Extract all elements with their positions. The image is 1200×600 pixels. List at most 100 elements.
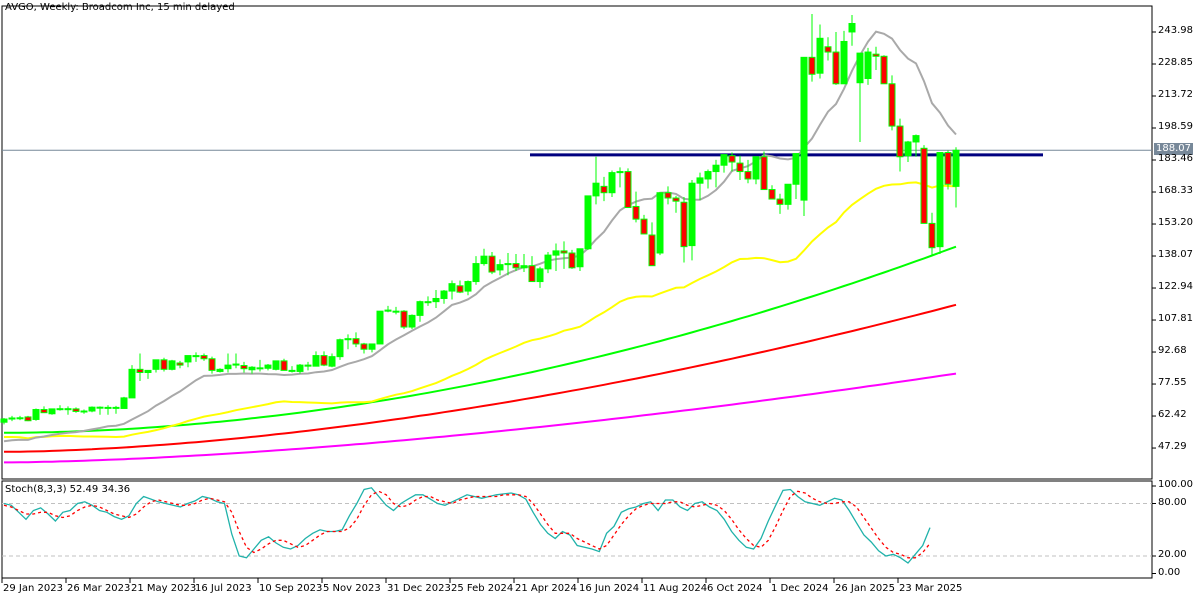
bull-candle — [288, 369, 296, 372]
bear-candle — [744, 171, 752, 180]
bull-candle — [168, 360, 176, 370]
price-tick-label: 62.42 — [1158, 409, 1187, 421]
bull-candle — [32, 409, 40, 420]
bull-candle — [480, 255, 488, 265]
bull-candle — [152, 359, 160, 370]
time-tick-label: 21 Apr 2024 — [515, 583, 577, 594]
price-tick-label: 228.85 — [1158, 57, 1193, 68]
bear-candle — [944, 152, 952, 185]
bull-candle — [336, 339, 344, 358]
bear-candle — [512, 263, 520, 269]
bull-candle — [48, 408, 56, 415]
time-tick-label: 23 Mar 2025 — [899, 583, 963, 594]
price-tick-label: 243.98 — [1158, 25, 1193, 36]
bull-candle — [696, 177, 704, 184]
bear-candle — [360, 343, 368, 350]
stoch-d-line — [3, 490, 931, 559]
time-tick-label: 1 Dec 2024 — [771, 583, 829, 594]
bull-candle — [864, 51, 872, 79]
bull-candle — [936, 152, 944, 248]
current-price-tag: 188.07 — [1154, 143, 1193, 155]
bear-candle — [896, 125, 904, 158]
bear-candle — [632, 205, 640, 220]
bear-candle — [72, 408, 80, 412]
bear-candle — [824, 46, 832, 53]
bear-candle — [640, 218, 648, 235]
time-tick-label: 31 Dec 2023 — [387, 583, 451, 594]
price-tick-label: 138.07 — [1158, 249, 1193, 261]
price-tick-label: 107.81 — [1158, 313, 1193, 325]
stoch-panel-frame — [1, 480, 1153, 579]
bull-candle — [440, 290, 448, 299]
bull-candle — [296, 364, 304, 372]
bull-candle — [264, 364, 272, 369]
bear-candle — [304, 364, 312, 367]
bull-candle — [800, 56, 808, 201]
bull-candle — [752, 156, 760, 180]
bear-candle — [96, 406, 104, 409]
bear-candle — [456, 285, 464, 293]
price-tick-label: 122.94 — [1158, 281, 1193, 293]
time-tick-label: 21 May 2023 — [131, 583, 197, 594]
bear-candle — [808, 56, 816, 75]
bull-candle — [544, 254, 552, 270]
price-tick-label: 213.72 — [1158, 89, 1193, 100]
time-tick-label: 26 Jan 2025 — [835, 583, 895, 594]
bull-candle — [344, 338, 352, 341]
price-tick-label: 47.29 — [1158, 441, 1187, 453]
bear-candle — [200, 355, 208, 360]
bull-candle — [112, 406, 120, 409]
bear-candle — [160, 359, 168, 370]
bull-candle — [256, 367, 264, 370]
bull-candle — [8, 417, 16, 420]
bull-candle — [584, 195, 592, 250]
chart-title: AVGO, Weekly: Broadcom Inc, 15 min delay… — [5, 2, 235, 13]
sma-yellow-line — [4, 181, 957, 440]
bear-candle — [624, 171, 632, 209]
bear-candle — [880, 55, 888, 85]
main-panel-frame — [1, 5, 1153, 480]
bear-candle — [568, 252, 576, 269]
bear-candle — [680, 201, 688, 248]
bull-candle — [368, 343, 376, 350]
bull-candle — [464, 281, 472, 292]
bull-candle — [552, 250, 560, 256]
bear-candle — [40, 409, 48, 414]
bear-candle — [176, 362, 184, 366]
bear-candle — [920, 147, 928, 224]
price-tick-label: 168.33 — [1158, 185, 1193, 196]
bull-candle — [248, 366, 256, 371]
price-tick-label: 77.55 — [1158, 377, 1187, 389]
bull-candle — [432, 297, 440, 303]
bull-candle — [448, 283, 456, 292]
bull-candle — [504, 263, 512, 266]
bull-candle — [144, 369, 152, 374]
bull-candle — [688, 182, 696, 247]
bear-candle — [776, 198, 784, 205]
bull-candle — [656, 192, 664, 254]
bear-candle — [280, 360, 288, 371]
bear-candle — [872, 53, 880, 57]
stoch-tick-label: 0.00 — [1158, 566, 1181, 578]
stoch-k-line — [3, 487, 931, 564]
bull-candle — [376, 310, 384, 345]
time-tick-label: 6 Oct 2024 — [707, 583, 763, 594]
bull-candle — [216, 368, 224, 372]
bull-candle — [952, 149, 960, 187]
time-tick-label: 25 Feb 2024 — [451, 583, 514, 594]
bull-candle — [472, 263, 480, 283]
bear-candle — [320, 355, 328, 366]
bull-candle — [408, 314, 416, 328]
bull-candle — [840, 40, 848, 85]
bull-candle — [720, 154, 728, 166]
bear-candle — [664, 192, 672, 199]
bull-candle — [792, 153, 800, 185]
bull-candle — [56, 408, 64, 411]
time-tick-label: 10 Sep 2023 — [259, 583, 323, 594]
price-tick-label: 153.20 — [1158, 217, 1193, 229]
stoch-tick-label: 100.00 — [1158, 479, 1193, 490]
sma-gray-line — [3, 30, 957, 443]
bull-candle — [384, 309, 392, 312]
bear-candle — [760, 156, 768, 191]
